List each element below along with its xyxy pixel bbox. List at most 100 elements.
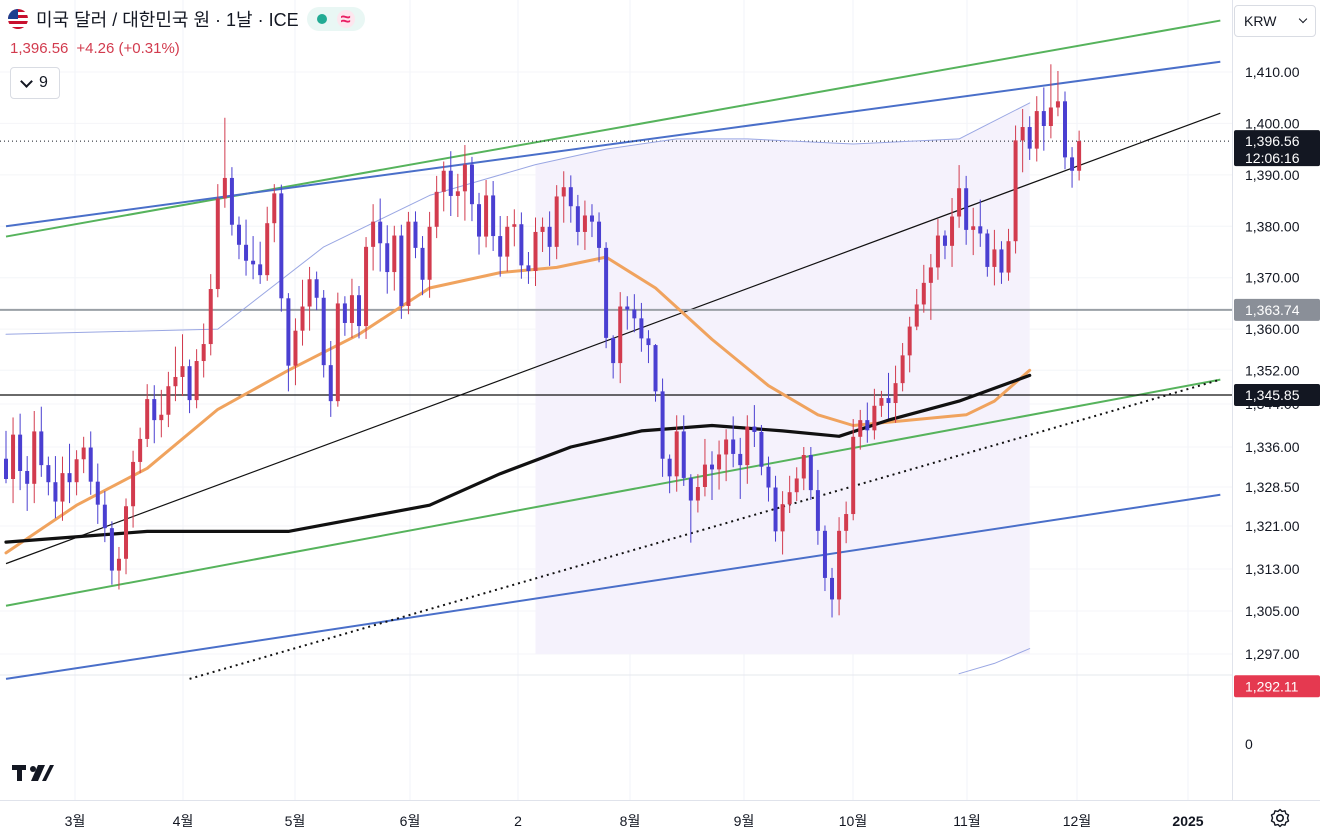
candle: [660, 378, 665, 477]
candle: [710, 451, 714, 500]
candle-body: [625, 306, 630, 310]
candle-body: [950, 216, 955, 246]
candle: [907, 316, 912, 373]
candle-body: [526, 265, 531, 272]
candle-body: [81, 447, 86, 460]
currency-value: KRW: [1244, 13, 1277, 29]
candle: [681, 415, 686, 486]
candle: [244, 219, 249, 276]
candle-body: [484, 195, 489, 237]
candle-body: [1034, 111, 1039, 149]
candle-body: [314, 279, 319, 298]
candle-body: [441, 170, 446, 192]
candle: [618, 292, 623, 384]
candle: [561, 171, 566, 223]
price-tick-label: 1,297.00: [1245, 646, 1300, 662]
currency-select[interactable]: KRW: [1234, 5, 1316, 37]
candle: [999, 241, 1004, 284]
candle: [773, 475, 778, 542]
candle: [611, 335, 616, 379]
candle: [385, 225, 390, 294]
candle: [392, 225, 397, 291]
moving-average-band_lower: [958, 648, 1031, 675]
candle-body: [554, 196, 559, 247]
price-tick-label: 1,380.00: [1245, 218, 1300, 234]
tradingview-logo-icon[interactable]: [12, 762, 54, 784]
time-tick-label: 3월: [65, 813, 86, 829]
candle: [688, 474, 693, 543]
market-status[interactable]: ≈: [306, 7, 365, 31]
candle: [787, 475, 792, 513]
candle-body: [992, 249, 997, 267]
candle-body: [244, 244, 249, 261]
candle-body: [872, 405, 877, 431]
candle-body: [865, 420, 870, 431]
candle-body: [773, 487, 778, 532]
level-tag-black: 1,345.85: [1234, 383, 1320, 406]
candle-body: [187, 366, 192, 401]
candle: [159, 389, 164, 438]
candle-body: [378, 221, 383, 244]
candle-body: [286, 298, 291, 366]
candle: [526, 252, 531, 284]
candle: [752, 405, 757, 447]
candle: [60, 456, 65, 521]
price-change: +4.26 (+0.31%): [76, 40, 180, 57]
candle-body: [512, 224, 517, 227]
candle-body: [886, 398, 891, 404]
candle: [124, 498, 129, 575]
candle-body: [25, 471, 30, 484]
current-price-tag-text: 1,396.56: [1245, 133, 1300, 149]
candle-body: [632, 309, 637, 319]
candle-body: [575, 206, 580, 232]
candle: [236, 216, 241, 260]
price-axis: 1,410.00 1,400.00 1,390.00 1,380.00 1,370.00…: [1234, 64, 1320, 752]
candle: [187, 359, 192, 414]
candle: [738, 437, 743, 499]
candle: [702, 438, 707, 497]
candle: [74, 450, 79, 496]
candle: [971, 207, 976, 256]
time-axis: 3월 4월 5월 6월 2 8월 9월 10월 11월 12월 2025: [65, 813, 1204, 829]
candle: [950, 198, 955, 267]
candle: [822, 525, 827, 592]
symbol-title[interactable]: 미국 달러 / 대한민국 원 · 1날 · ICE: [36, 10, 299, 30]
candle-body: [688, 477, 693, 501]
candle: [554, 185, 559, 260]
candle: [589, 204, 594, 238]
candle-body: [1077, 141, 1082, 171]
candle: [145, 384, 150, 447]
candle-body: [39, 431, 44, 466]
candle-body: [166, 386, 171, 415]
candle: [378, 198, 383, 272]
price-tick-label: 1,336.00: [1245, 439, 1300, 455]
candle-body: [46, 465, 51, 483]
candle-body: [229, 177, 234, 225]
candle-body: [660, 391, 665, 459]
candle-body: [597, 221, 602, 248]
candle: [229, 167, 234, 236]
candle-body: [999, 249, 1004, 273]
candle-body: [801, 455, 806, 479]
time-tick-label: 8월: [620, 813, 641, 829]
candle-body: [710, 464, 714, 470]
indicators-toggle-button[interactable]: 9: [10, 67, 60, 99]
candle-body: [858, 420, 863, 437]
price-tick-label: 1,328.50: [1245, 479, 1300, 495]
candle-body: [131, 461, 136, 507]
candle-body: [385, 243, 390, 273]
candle-body: [74, 459, 79, 483]
candle-body: [307, 279, 312, 307]
settings-gear-icon[interactable]: [1268, 806, 1292, 830]
candle: [582, 200, 587, 250]
candle-body: [349, 295, 354, 323]
candle: [935, 219, 940, 280]
price-tick-label: 1,321.00: [1245, 518, 1300, 534]
candle-body: [32, 431, 37, 484]
candle: [547, 211, 552, 266]
candle: [420, 236, 425, 296]
candle-body: [830, 577, 835, 600]
candle-body: [53, 482, 58, 502]
candle: [194, 349, 199, 409]
